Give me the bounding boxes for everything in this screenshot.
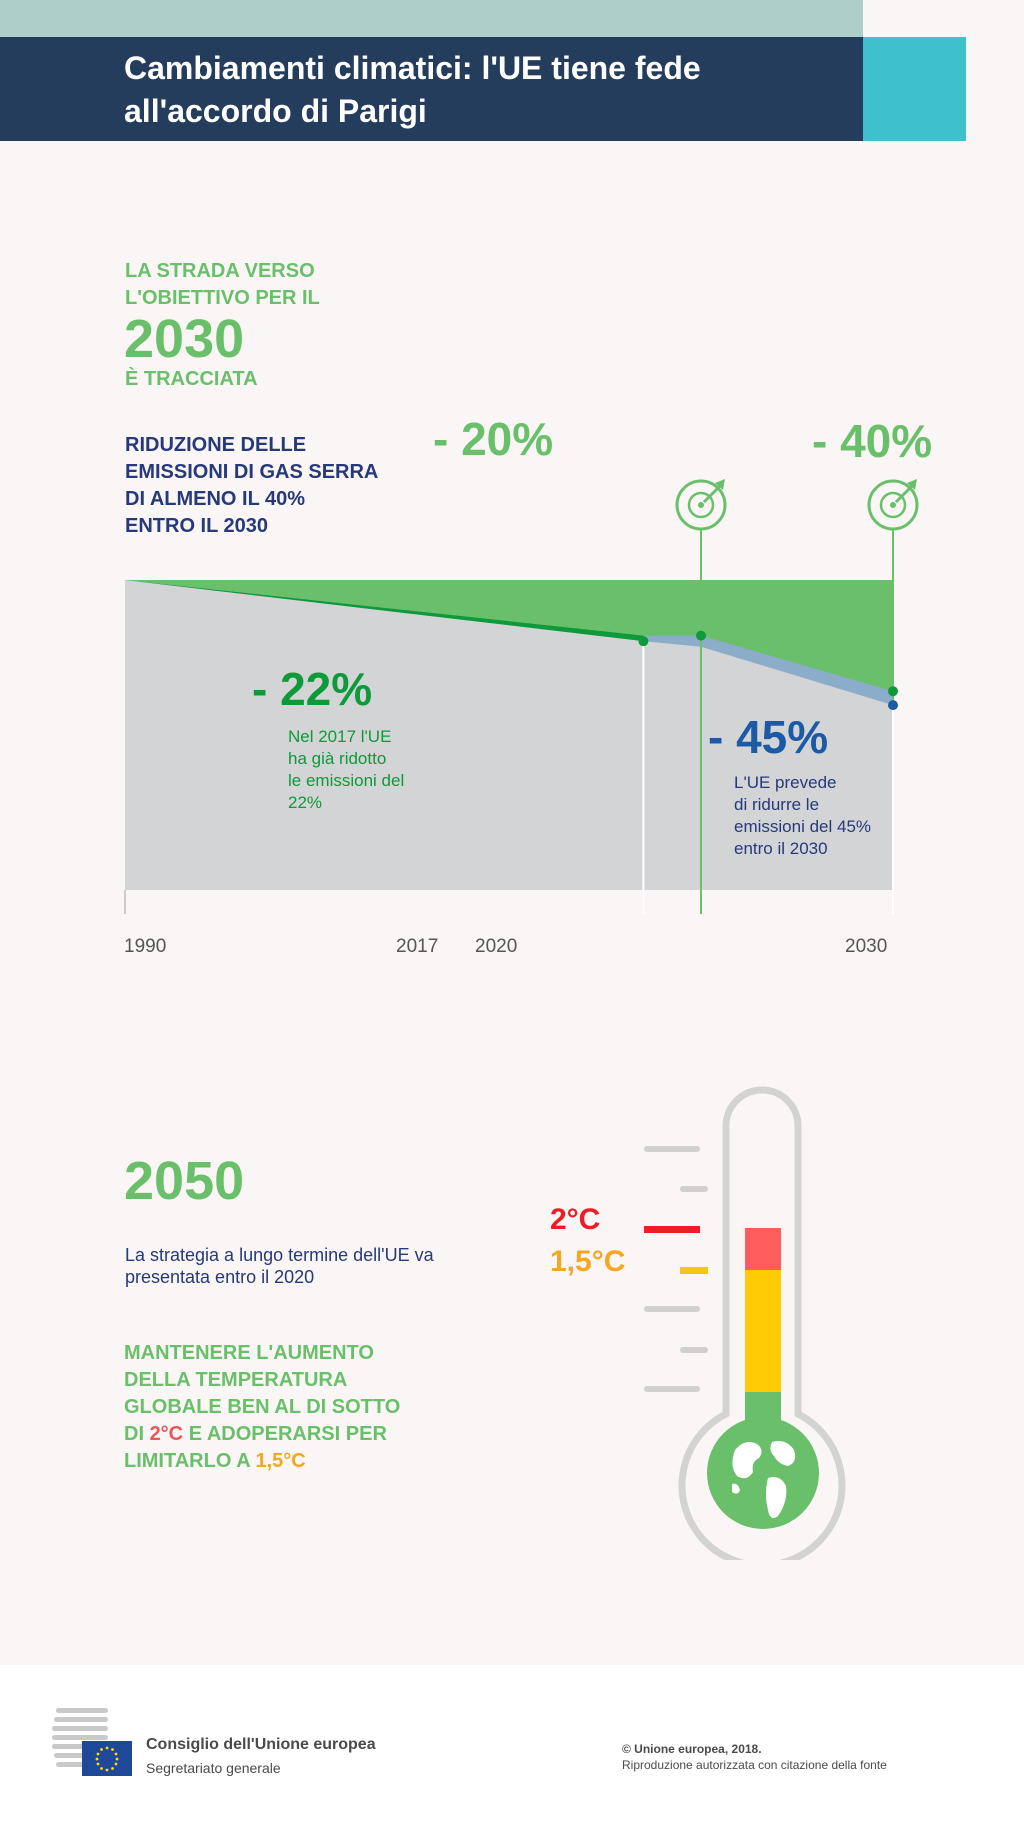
achieved-note-line: le emissioni del xyxy=(288,771,405,790)
target-2030-label: - 40% xyxy=(812,415,933,467)
target-icon-ring xyxy=(879,491,907,519)
target-icon-center xyxy=(698,502,704,508)
copyright: © Unione europea, 2018. xyxy=(622,1742,762,1756)
point-2020 xyxy=(696,630,706,641)
kicker-line-2: L'OBIETTIVO PER IL xyxy=(125,287,320,309)
page-title-line-1: Cambiamenti climatici: l'UE tiene fede xyxy=(124,50,701,86)
scale-tick xyxy=(680,1186,708,1192)
goal-2c-highlight: 2°C xyxy=(149,1423,184,1445)
temperature-goal: MANTENERE L'AUMENTO DELLA TEMPERATURA GL… xyxy=(124,1340,454,1475)
page-title: Cambiamenti climatici: l'UE tiene fede a… xyxy=(124,47,844,133)
subhead-line-2: EMISSIONI DI GAS SERRA xyxy=(125,461,379,483)
target-icon-center xyxy=(890,502,896,508)
kicker-line-1: LA STRADA VERSO xyxy=(125,260,315,282)
target-icon xyxy=(867,479,919,531)
target-arrow-head-icon xyxy=(907,479,917,490)
page-title-line-2: all'accordo di Parigi xyxy=(124,93,427,129)
goal-text: DI xyxy=(124,1423,150,1445)
target-arrow-icon xyxy=(894,483,915,504)
strategy-line: presentata entro il 2020 xyxy=(125,1267,315,1287)
globe-icon xyxy=(707,1417,819,1529)
target-arrow-head-icon xyxy=(715,479,725,490)
achieved-reduction-wedge xyxy=(125,580,644,642)
goal-text: E ADOPERARSI PER xyxy=(183,1423,387,1445)
thermometer-fill-red xyxy=(745,1228,781,1270)
globe-continents xyxy=(732,1441,796,1518)
x-tick-label: 2017 xyxy=(396,936,439,957)
goal-15c-highlight: 1,5°C xyxy=(255,1450,306,1472)
subhead-line-1: RIDUZIONE DELLE xyxy=(125,434,307,456)
subhead-line-4: ENTRO IL 2030 xyxy=(125,515,269,537)
x-tick-label: 1990 xyxy=(124,936,167,957)
x-tick-label: 2030 xyxy=(845,936,888,957)
scale-tick-2c xyxy=(644,1226,700,1233)
projected-note-line: emissioni del 45% xyxy=(734,817,872,836)
achieved-note-line: ha già ridotto xyxy=(288,749,387,768)
header-top-band xyxy=(0,0,863,37)
goal-line: DELLA TEMPERATURA xyxy=(124,1369,348,1391)
header-accent-block xyxy=(863,37,966,141)
council-name: Consiglio dell'Unione europea xyxy=(146,1736,376,1753)
goal-line: LIMITARLO A 1,5°C xyxy=(124,1448,454,1475)
projected-note-line: L'UE prevede xyxy=(734,773,837,792)
target-year: 2030 xyxy=(124,309,245,369)
scale-tick xyxy=(680,1347,708,1353)
kicker-line-3: È TRACCIATA xyxy=(125,368,258,390)
goal-text: LIMITARLO A xyxy=(124,1450,256,1472)
threshold-15c-label: 1,5°C xyxy=(550,1245,626,1278)
strategy-line: La strategia a lungo termine dell'UE va xyxy=(125,1245,434,1265)
projected-note: L'UE prevede di ridurre le emissioni del… xyxy=(734,772,904,860)
thermometer-outline xyxy=(678,1086,846,1560)
strategy-year: 2050 xyxy=(124,1151,245,1211)
scale-tick xyxy=(644,1386,700,1392)
point-2030 xyxy=(888,686,898,697)
projected-note-line: entro il 2030 xyxy=(734,839,828,858)
section-kicker: LA STRADA VERSO L'OBIETTIVO PER IL xyxy=(125,258,320,312)
goal-line: DI 2°C E ADOPERARSI PER xyxy=(124,1421,454,1448)
achieved-reduction-label: - 22% xyxy=(252,663,373,715)
header-banner xyxy=(0,37,863,141)
scale-tick-15c xyxy=(680,1267,708,1274)
target-arrow-icon xyxy=(702,483,723,504)
goal-line: MANTENERE L'AUMENTO xyxy=(124,1342,374,1364)
thermometer-icon xyxy=(644,1086,846,1560)
x-tick-label: 2020 xyxy=(475,936,518,957)
achieved-note-line: 22% xyxy=(288,793,323,812)
point-2017 xyxy=(638,636,649,647)
goal-line: GLOBALE BEN AL DI SOTTO xyxy=(124,1396,401,1418)
target-icon xyxy=(675,479,727,531)
footer xyxy=(0,1665,1024,1830)
threshold-2c-label: 2°C xyxy=(550,1203,601,1236)
council-logo-icon xyxy=(52,1708,132,1776)
scale-tick xyxy=(644,1146,700,1152)
projected-note-line: di ridurre le xyxy=(734,795,820,814)
projected-reduction-label: - 45% xyxy=(708,711,829,763)
reproduction-note: Riproduzione autorizzata con citazione d… xyxy=(622,1758,887,1772)
achieved-note-line: Nel 2017 l'UE xyxy=(288,727,392,746)
emissions-subhead: RIDUZIONE DELLE EMISSIONI DI GAS SERRA D… xyxy=(125,432,378,540)
emissions-chart xyxy=(124,479,919,914)
point-2030-projected xyxy=(888,700,898,711)
subhead-line-3: DI ALMENO IL 40% xyxy=(125,488,306,510)
strategy-text: La strategia a lungo termine dell'UE va … xyxy=(125,1244,465,1288)
scale-tick xyxy=(644,1306,700,1312)
target-icon-ring xyxy=(687,491,715,519)
thermometer-fill-yellow xyxy=(745,1270,781,1392)
council-subtitle: Segretariato generale xyxy=(146,1760,281,1776)
target-2020-label: - 20% xyxy=(433,413,554,465)
achieved-note: Nel 2017 l'UE ha già ridotto le emission… xyxy=(288,726,438,814)
